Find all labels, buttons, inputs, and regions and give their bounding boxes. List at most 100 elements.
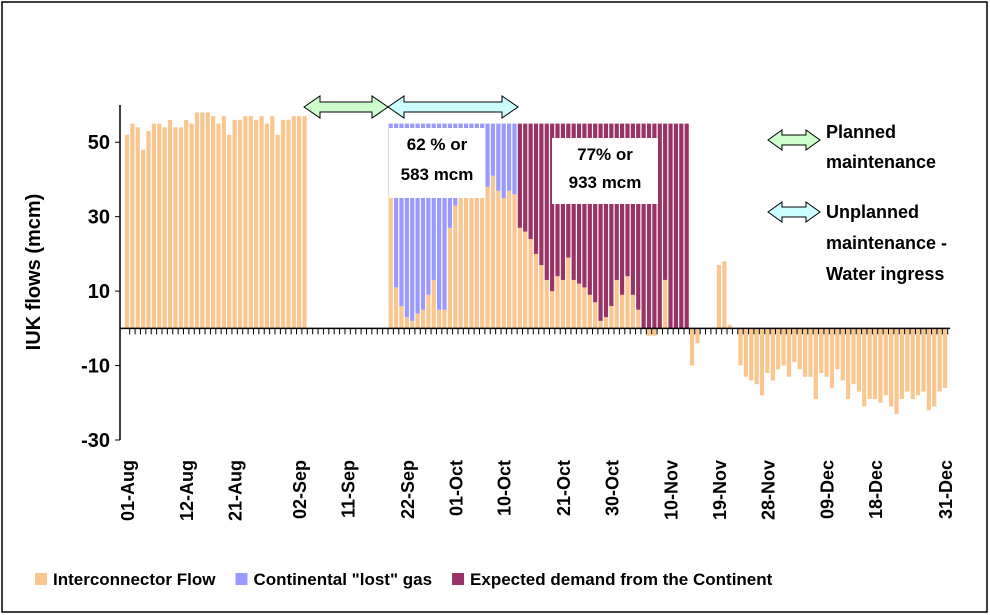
bar [523,123,528,232]
bar [550,291,555,329]
bar [856,328,861,392]
bar [237,119,243,329]
bar [582,287,587,329]
legend-label: Expected demand from the Continent [470,570,773,589]
bar [178,127,183,329]
bar [130,123,135,329]
bar [496,190,501,329]
bar [894,328,899,414]
bar [603,123,609,318]
bar [410,123,415,321]
bar [539,123,544,266]
annotations: 62 % or 583 mcm 77% or 933 mcm Planned mainte… [389,122,947,284]
bar [254,119,259,329]
bar [851,328,856,385]
y-tick-label: -30 [81,430,110,452]
bar [899,328,905,400]
bar [205,112,210,329]
bar [291,116,296,329]
bar [463,194,469,329]
bar [506,123,512,191]
bar [663,123,668,280]
bar [437,309,442,329]
bar [727,324,732,329]
bar [506,190,512,329]
bar [792,328,797,362]
x-tick-label: 12-Aug [177,460,197,521]
bar [883,328,888,396]
annotation: Water ingress [826,264,944,284]
bar [184,119,189,329]
bar [550,123,555,292]
bar [797,328,802,370]
bar [689,328,695,366]
bar [646,328,652,336]
bar [781,328,786,366]
x-tick-label: 18-Dec [866,460,886,519]
bar [620,294,625,329]
bar [275,134,280,329]
bar [410,320,415,329]
bar [415,123,420,314]
annotation: Planned [826,122,896,142]
bar [415,313,420,329]
x-tick-label: 10-Nov [662,460,682,520]
bar [872,328,878,400]
bar [684,123,689,329]
bar [453,205,458,329]
bar [458,198,463,329]
bar [221,116,226,329]
bar [485,123,490,187]
annotation: maintenance - [826,233,947,253]
x-tick-label: 10-Oct [495,460,515,516]
x-tick-label: 31-Dec [936,460,956,519]
bar [560,279,566,329]
bar [657,123,662,329]
bar [490,123,496,176]
bar [819,328,824,373]
bar [652,328,657,336]
bar [528,123,533,239]
bar [426,294,431,329]
bar [867,328,872,400]
bar [587,123,592,295]
bar [135,127,140,329]
bar [393,123,399,288]
bar [905,328,910,392]
bar [302,116,307,329]
x-tick-label: 30-Oct [602,460,622,516]
annotation: 933 mcm [569,173,642,192]
bar [846,328,851,400]
bar [765,328,770,373]
bar [921,328,926,392]
bar [910,328,915,400]
bar [420,123,426,310]
bar [926,328,931,411]
bar [759,328,765,396]
bar [528,239,533,329]
x-tick-label: 21-Aug [226,460,246,521]
bar [270,116,275,329]
bar [835,328,840,370]
bar [216,123,221,329]
bar [673,123,679,329]
bar [469,190,474,329]
bar [641,123,646,329]
bar [157,123,162,329]
bar [722,261,727,329]
bar [124,134,130,329]
planned-key-arrow [767,129,821,151]
bar [431,123,436,280]
bar [609,306,614,329]
bar [189,123,194,329]
bar [496,123,501,191]
bar [264,123,270,329]
bar [749,328,754,381]
x-tick-label: 21-Oct [554,460,574,516]
bar [695,328,700,344]
bar [437,123,442,310]
bar [603,317,609,329]
x-tick-label: 11-Sep [339,460,359,518]
bar [663,279,668,329]
bar [517,227,522,329]
